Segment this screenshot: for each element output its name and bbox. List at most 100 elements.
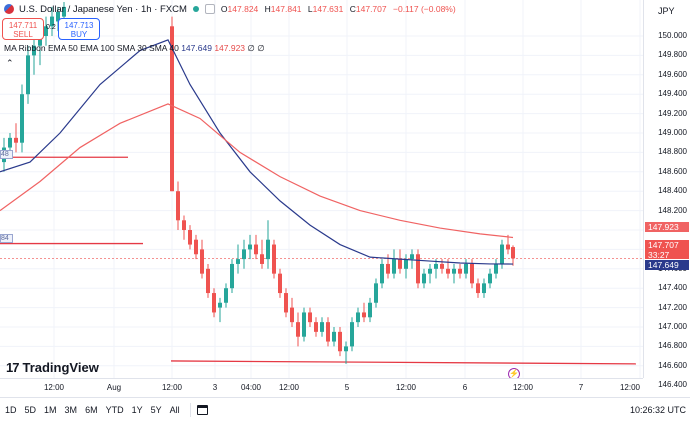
candle-body: [500, 244, 504, 264]
candle-body: [511, 247, 515, 259]
candle-body: [446, 268, 450, 274]
candle-body: [14, 137, 18, 143]
indicator-legend[interactable]: MA Ribbon EMA 50 EMA 100 SMA 30 SMA 40 1…: [4, 43, 265, 54]
price-chart[interactable]: [0, 0, 643, 378]
side-tag-1: 48: [0, 150, 13, 159]
price-label: 148.800: [658, 147, 687, 157]
range-button-5y[interactable]: 5Y: [150, 405, 162, 415]
candle-body: [26, 55, 30, 95]
candle-body: [374, 283, 378, 303]
candle-body: [182, 220, 186, 230]
range-button-1y[interactable]: 1Y: [131, 405, 143, 415]
spread-value: 0.2: [46, 24, 56, 31]
candle-body: [206, 268, 210, 294]
range-button-6m[interactable]: 6M: [85, 405, 98, 415]
candle-body: [302, 312, 306, 337]
currency-label[interactable]: JPY: [658, 6, 675, 16]
sell-button[interactable]: 147.711 SELL: [2, 18, 44, 40]
price-label: 149.000: [658, 128, 687, 137]
candle-body: [314, 322, 318, 332]
price-label: 146.800: [658, 341, 687, 351]
time-label: Aug: [106, 383, 122, 392]
indicator-name: MA Ribbon EMA 50 EMA 100 SMA 30 SMA 40: [4, 43, 179, 53]
time-label: 12:00: [395, 383, 417, 392]
price-label: 148.200: [658, 205, 687, 215]
candle-body: [290, 307, 294, 323]
price-axis[interactable]: JPY 150.000 149.800 149.600 149.400 149.200 1…: [643, 0, 690, 389]
candle-body: [266, 239, 270, 260]
lightning-icon[interactable]: ⚡: [508, 368, 520, 378]
ma-red-price-tag: 147.923: [645, 222, 689, 232]
candle-body: [242, 249, 246, 260]
price-label: 148.400: [658, 186, 687, 196]
candle-body: [260, 254, 264, 264]
price-label: 146.400: [658, 380, 687, 390]
indicator-value-3: ∅: [247, 43, 255, 53]
symbol-title[interactable]: U.S. Dollar / Japanese Yen · 1h · FXCM: [19, 3, 187, 15]
collapse-chevron-icon[interactable]: ⌃: [6, 58, 14, 68]
time-label: 12:00: [619, 383, 641, 392]
price-label: 147.400: [658, 283, 687, 293]
candle-body: [410, 254, 414, 260]
candle-body: [368, 302, 372, 318]
candle-body: [404, 259, 408, 269]
brand-name: TradingView: [22, 360, 99, 375]
indicator-value-2: 147.923: [214, 43, 246, 53]
candle-body: [224, 288, 228, 303]
candle-body: [308, 312, 312, 323]
candle-body: [344, 346, 348, 352]
candle-body: [248, 244, 252, 250]
utc-clock[interactable]: 10:26:32 UTC: [629, 405, 686, 415]
candle-body: [176, 191, 180, 221]
price-label: 149.200: [658, 108, 687, 118]
indicator-value-1: 147.649: [181, 43, 212, 53]
symbol-header: U.S. Dollar / Japanese Yen · 1h · FXCM O…: [0, 0, 456, 18]
candle-body: [56, 11, 60, 22]
candle-body: [236, 259, 240, 264]
candle-body: [200, 249, 204, 274]
chart-area[interactable]: U.S. Dollar / Japanese Yen · 1h · FXCM O…: [0, 0, 643, 378]
range-button-1m[interactable]: 1M: [44, 405, 57, 415]
time-axis[interactable]: 12:00 Aug 12:00 3 04:00 12:00 5 12:00 6 12:00 7 12:…: [0, 378, 643, 395]
ema-slow-line: [0, 103, 514, 239]
time-label: 12:00: [278, 383, 300, 392]
last-price-tag: 147.707 33:27: [645, 240, 689, 260]
candle-body: [356, 312, 360, 323]
candle-body: [194, 239, 198, 255]
time-label: 3: [212, 383, 218, 392]
candle-body: [296, 322, 300, 337]
ma-blue-price-tag: 147.649: [645, 260, 689, 270]
price-label: 149.800: [658, 50, 687, 60]
candle-body: [350, 322, 354, 347]
range-button-ytd[interactable]: YTD: [105, 405, 124, 415]
time-label: 5: [344, 383, 350, 392]
candle-body: [230, 263, 234, 289]
time-label: 12:00: [43, 383, 65, 392]
candle-body: [488, 273, 492, 284]
time-label: 7: [578, 383, 584, 392]
candle-body: [464, 263, 468, 274]
divider: [189, 403, 191, 417]
range-button-1d[interactable]: 1D: [5, 405, 17, 415]
candle-body: [278, 273, 282, 294]
candle-body: [434, 263, 438, 269]
range-button-3m[interactable]: 3M: [64, 405, 78, 415]
candle-body: [338, 331, 342, 352]
range-button-5d[interactable]: 5D: [24, 405, 37, 415]
candle-body: [452, 268, 456, 274]
side-tag-2: 84: [0, 234, 13, 243]
candle-body: [8, 137, 12, 148]
time-label: 12:00: [161, 383, 183, 392]
ema-fast-line: [0, 39, 514, 265]
time-label: 6: [462, 383, 468, 392]
candle-body: [284, 293, 288, 313]
price-label: 148.600: [658, 166, 687, 176]
price-label: 149.600: [658, 69, 687, 79]
calendar-icon[interactable]: [196, 405, 208, 415]
time-label: 04:00: [240, 383, 262, 392]
buy-button[interactable]: 147.713 BUY: [58, 18, 100, 40]
range-button-all[interactable]: All: [169, 405, 180, 415]
candle-body: [254, 244, 258, 255]
candle-body: [476, 283, 480, 294]
visibility-toggle-icon[interactable]: [204, 4, 215, 14]
